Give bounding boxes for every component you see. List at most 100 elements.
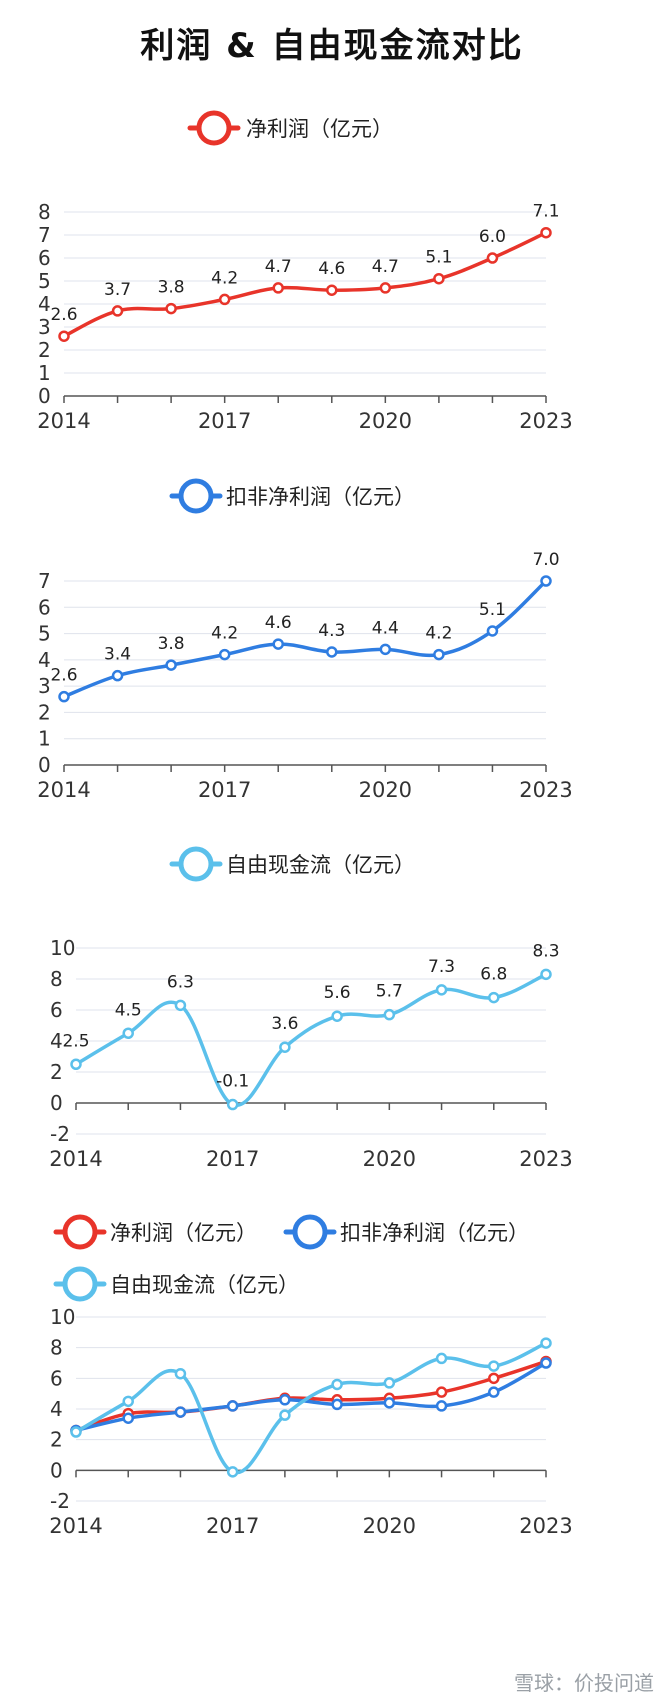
legend-label: 净利润（亿元）	[110, 1221, 257, 1245]
y-tick-label: 5	[38, 269, 51, 293]
y-tick-label: 10	[50, 936, 75, 960]
data-point	[540, 1337, 552, 1349]
legend-marker-icon	[169, 478, 223, 514]
data-point	[331, 1010, 343, 1022]
x-tick-label: 2014	[49, 1514, 102, 1538]
data-point	[486, 625, 499, 637]
series-line	[75, 1361, 547, 1433]
y-tick-label: -2	[50, 1122, 70, 1146]
data-label: 2.5	[62, 1031, 89, 1051]
legend-marker-icon	[169, 846, 223, 882]
data-point	[58, 330, 70, 342]
data-label: 5.6	[324, 983, 351, 1003]
data-point	[488, 1386, 500, 1398]
data-point	[58, 690, 70, 703]
data-point	[331, 1398, 343, 1411]
y-tick-label: 10	[50, 1305, 75, 1329]
data-label: 7.1	[532, 202, 559, 222]
y-tick-label: 6	[38, 246, 51, 270]
data-point	[540, 968, 552, 981]
data-label: 3.8	[158, 634, 185, 654]
y-tick-label: 4	[38, 292, 51, 316]
data-label: 8.3	[532, 941, 559, 961]
x-tick-label: 2020	[359, 778, 412, 802]
series-line	[75, 1359, 547, 1433]
data-point	[272, 638, 284, 650]
data-point	[111, 669, 124, 682]
legend-marker-icon	[53, 1266, 107, 1302]
data-point	[435, 1400, 448, 1412]
series-line	[75, 972, 547, 1107]
data-label: 2.6	[50, 666, 77, 686]
x-tick-label: 2014	[37, 778, 90, 802]
legend-circle	[292, 1214, 328, 1250]
page-title: 利润 & 自由现金流对比	[140, 26, 524, 66]
series-line	[75, 1341, 547, 1475]
data-point	[383, 1008, 396, 1021]
y-tick-label: 7	[38, 569, 51, 593]
y-tick-label: 6	[38, 595, 51, 619]
data-label: 6.8	[480, 965, 507, 985]
data-label: 4.7	[265, 257, 292, 277]
data-point	[540, 575, 552, 587]
legend-label: 自由现金流（亿元）	[226, 853, 415, 877]
series-line	[63, 231, 547, 338]
y-tick-label: 4	[50, 1397, 63, 1421]
data-point	[226, 1466, 239, 1478]
x-tick-label: 2020	[363, 1514, 416, 1538]
data-point	[165, 659, 177, 671]
x-tick-label: 2017	[206, 1514, 259, 1538]
data-point	[174, 1367, 187, 1380]
data-label: 5.1	[425, 248, 452, 268]
chart-4: 净利润（亿元） 扣非净利润（亿元） 自由现金流（亿元） -2 0 2 4 6 8 10 2014 20…	[49, 1214, 573, 1538]
data-point	[433, 648, 445, 661]
y-tick-label: 2	[50, 1428, 63, 1452]
data-point	[488, 1360, 500, 1372]
y-tick-label: 2	[38, 700, 51, 724]
y-tick-label: 1	[38, 727, 51, 751]
legend-label: 扣非净利润（亿元）	[340, 1221, 529, 1245]
y-tick-label: 6	[50, 1366, 63, 1390]
data-point	[379, 643, 392, 656]
data-point	[70, 1058, 82, 1070]
y-tick-label: 8	[38, 200, 51, 224]
y-tick-label: 0	[38, 753, 51, 777]
chart-3: 自由现金流（亿元） -2 0 2 4 6 8 10 2014 2017 2020 2023 2.5 4.5…	[49, 846, 573, 1171]
x-tick-label: 2017	[198, 778, 251, 802]
y-tick-label: 8	[50, 967, 63, 991]
y-tick-label: 0	[38, 384, 51, 408]
data-label: 4.5	[115, 1000, 142, 1020]
legend-circle	[178, 478, 214, 514]
y-tick-label: 2	[50, 1060, 63, 1084]
legend-circle	[62, 1214, 98, 1250]
data-label: 4.6	[265, 613, 292, 633]
legend-label: 自由现金流（亿元）	[110, 1273, 299, 1297]
data-label: 6.0	[479, 227, 506, 247]
x-tick-label: 2017	[206, 1147, 259, 1171]
data-label: 6.3	[167, 972, 194, 992]
x-tick-label: 2023	[519, 1147, 572, 1171]
data-point	[279, 1394, 291, 1406]
data-point	[111, 305, 124, 317]
legend-circle	[62, 1266, 98, 1302]
data-label: 2.6	[50, 305, 77, 325]
data-point	[226, 1400, 239, 1412]
data-point	[122, 1395, 134, 1408]
legend-marker-icon	[283, 1214, 337, 1250]
y-tick-label: 4	[38, 648, 51, 672]
legend-marker-icon	[53, 1214, 107, 1250]
data-label: 4.2	[425, 624, 452, 644]
data-point	[540, 1357, 552, 1369]
y-tick-label: 7	[38, 223, 51, 247]
data-point	[383, 1377, 396, 1389]
y-tick-label: 0	[50, 1091, 63, 1115]
series-line	[63, 579, 548, 699]
x-tick-label: 2020	[363, 1147, 416, 1171]
data-label: 4.6	[318, 259, 345, 279]
data-point	[218, 648, 231, 661]
data-point	[272, 282, 284, 294]
data-point	[174, 1406, 187, 1418]
data-point	[331, 1378, 343, 1391]
